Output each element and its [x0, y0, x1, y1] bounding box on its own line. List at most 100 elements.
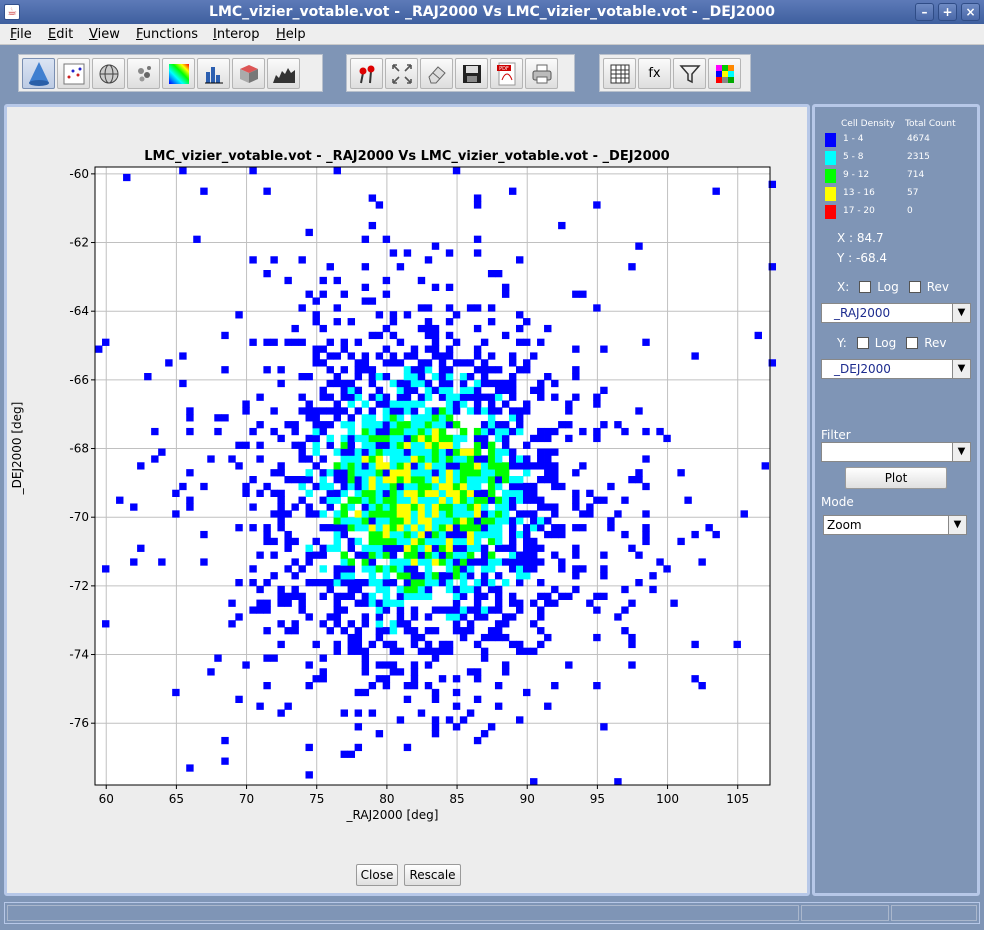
menu-file[interactable]: File	[10, 27, 32, 42]
histogram-icon[interactable]	[197, 58, 230, 89]
close-button[interactable]: Close	[356, 864, 398, 886]
density-cell	[368, 640, 377, 649]
density-cell	[494, 702, 503, 710]
table-icon[interactable]	[603, 58, 636, 89]
density-cell	[452, 407, 461, 415]
density-cell	[600, 345, 608, 353]
menu-view[interactable]: View	[89, 27, 120, 42]
density-cell	[431, 331, 440, 340]
area-chart-icon[interactable]	[267, 58, 300, 89]
density-cell	[445, 579, 454, 587]
density-cell	[347, 592, 356, 600]
plot-button[interactable]: Plot	[845, 467, 947, 489]
density-cell	[403, 455, 412, 463]
density-cell	[572, 565, 580, 573]
density-cell	[494, 606, 503, 614]
density-cell	[312, 311, 320, 319]
maximize-button[interactable]: +	[938, 3, 957, 21]
mode-select[interactable]: Zoom ▼	[823, 515, 967, 535]
density-cell	[368, 427, 377, 436]
function-icon[interactable]: fx	[638, 58, 671, 89]
density-cell	[424, 434, 433, 443]
density-cell	[382, 544, 391, 552]
density-cell	[396, 482, 405, 491]
density-cell	[382, 393, 391, 401]
density-cell	[375, 427, 384, 436]
density-cell	[677, 469, 685, 477]
density-cell	[249, 503, 257, 511]
x-column-select[interactable]: _RAJ2000 ▼	[821, 303, 971, 323]
fit-icon[interactable]	[385, 58, 418, 89]
y-log-checkbox[interactable]	[856, 337, 869, 349]
density-cell	[515, 455, 524, 463]
filter-icon[interactable]	[673, 58, 706, 89]
save-icon[interactable]	[455, 58, 488, 89]
density-cell	[354, 510, 363, 518]
density-cell	[417, 633, 426, 642]
rescale-button[interactable]: Rescale	[404, 864, 461, 886]
density-cell	[340, 393, 348, 401]
palette-icon[interactable]	[708, 58, 741, 89]
x-rev-checkbox[interactable]	[908, 281, 921, 293]
scatter-icon[interactable]	[57, 58, 90, 89]
density-plot[interactable]: 60 65 70 75 80 85 90 95 100 105-60-62-64-66-68-70…	[7, 107, 807, 893]
x-coordinate-readout: X : 84.7	[837, 231, 884, 245]
density-cell	[354, 373, 363, 381]
menu-interop[interactable]: Interop	[213, 27, 260, 42]
density-cell	[515, 462, 524, 470]
density-cell	[438, 579, 447, 587]
density-icon[interactable]	[162, 58, 195, 89]
density-cell	[291, 421, 299, 429]
density-cell	[487, 517, 496, 525]
density-cell	[487, 270, 496, 278]
density-cell	[340, 345, 348, 353]
density-cell	[382, 414, 391, 422]
cone-icon[interactable]	[22, 58, 55, 89]
minimize-button[interactable]: –	[915, 3, 934, 21]
density-cell	[452, 311, 461, 319]
density-cell	[473, 592, 482, 600]
density-cell	[417, 276, 426, 285]
pin-icon[interactable]	[350, 58, 383, 89]
cube-icon[interactable]	[232, 58, 265, 89]
pdf-icon[interactable]: PDF	[490, 58, 523, 89]
density-cell	[347, 496, 356, 504]
density-cell	[445, 455, 454, 463]
density-cell	[523, 647, 531, 655]
density-cell	[480, 476, 489, 484]
cluster-icon[interactable]	[127, 58, 160, 89]
java-app-icon[interactable]: ☕	[4, 4, 20, 20]
density-cell	[102, 338, 110, 346]
density-cell	[333, 579, 341, 587]
eraser-icon[interactable]	[420, 58, 453, 89]
density-cell	[473, 558, 482, 566]
density-cell	[361, 510, 370, 518]
print-icon[interactable]	[525, 58, 558, 89]
filter-select[interactable]: ▼	[821, 442, 971, 462]
y-column-select[interactable]: _DEJ2000 ▼	[821, 359, 971, 379]
density-cell	[424, 592, 433, 600]
density-cell	[544, 530, 552, 539]
density-cell	[354, 386, 363, 394]
y-rev-checkbox[interactable]	[906, 337, 919, 349]
density-cell	[326, 482, 334, 491]
x-log-checkbox[interactable]	[859, 281, 872, 293]
density-cell	[256, 599, 264, 607]
density-cell	[544, 633, 552, 642]
density-cell	[593, 633, 601, 642]
menu-edit[interactable]: Edit	[48, 27, 74, 42]
menu-functions[interactable]: Functions	[136, 27, 199, 42]
density-cell	[291, 476, 299, 484]
density-cell	[319, 476, 327, 484]
chevron-down-icon: ▼	[952, 360, 970, 378]
density-cell	[494, 386, 503, 394]
globe-icon[interactable]	[92, 58, 125, 89]
close-window-button[interactable]: ×	[961, 3, 980, 21]
menu-help[interactable]: Help	[276, 27, 306, 42]
density-cell	[445, 249, 454, 257]
density-cell	[347, 482, 356, 491]
density-cell	[487, 441, 496, 449]
x-axis-options: X: Log Rev	[837, 280, 949, 294]
legend-range: 9 - 12	[843, 170, 870, 180]
density-cell	[375, 675, 384, 683]
